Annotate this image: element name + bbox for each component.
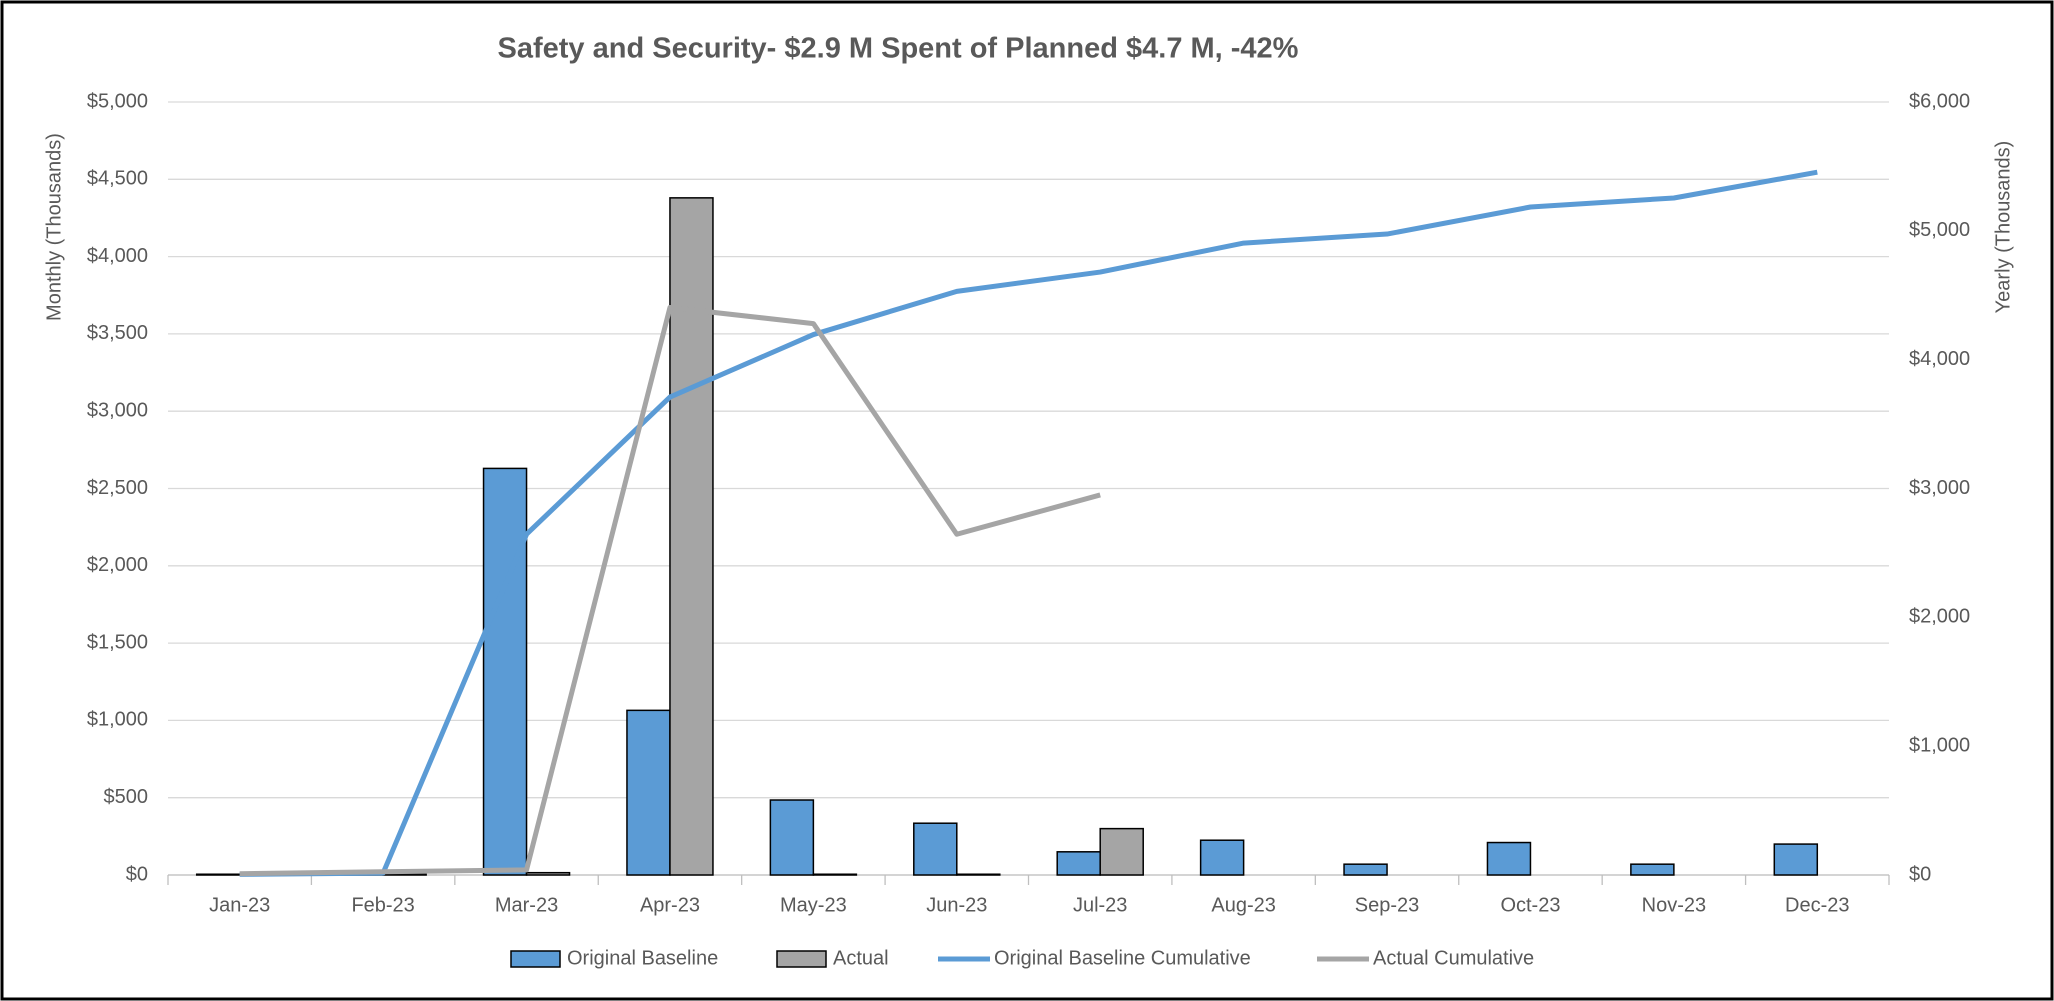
bar <box>956 873 1001 876</box>
x-tick-label: Feb-23 <box>351 894 414 916</box>
bar <box>525 871 571 876</box>
bar <box>812 873 858 876</box>
legend-label: Actual <box>833 947 889 969</box>
bar <box>1343 863 1388 876</box>
y-tick-label: $4,500 <box>87 168 148 190</box>
bar <box>1773 843 1819 876</box>
y-tick-label: $2,000 <box>87 554 148 576</box>
x-tick-label: Mar-23 <box>495 894 558 916</box>
legend-swatch <box>510 950 561 968</box>
legend-swatch <box>776 950 827 968</box>
y-axis-label: Monthly (Thousands) <box>43 133 65 321</box>
y-tick-label: $3,000 <box>87 399 148 421</box>
x-tick-label: Dec-23 <box>1785 894 1849 916</box>
y-tick-label: $3,500 <box>87 322 148 344</box>
y2-axis-label: Yearly (Thousands) <box>1992 141 2014 314</box>
line-series <box>239 304 1101 877</box>
y2-tick-label: $5,000 <box>1909 219 1970 241</box>
bar <box>913 822 958 876</box>
y-tick-label: $500 <box>104 786 149 808</box>
y-tick-label: $1,500 <box>87 631 148 653</box>
bar <box>482 467 528 876</box>
legend-label: Original Baseline <box>567 947 718 969</box>
bar <box>626 709 671 876</box>
y2-tick-label: $1,000 <box>1909 734 1970 756</box>
bar <box>195 873 241 876</box>
y-tick-label: $1,000 <box>87 709 148 731</box>
x-tick-label: Oct-23 <box>1500 894 1560 916</box>
bar <box>1199 839 1245 876</box>
x-tick-label: Sep-23 <box>1355 894 1420 916</box>
x-tick-label: Nov-23 <box>1642 894 1706 916</box>
line-series <box>239 169 1818 877</box>
x-tick-label: Jun-23 <box>926 894 987 916</box>
y2-tick-label: $4,000 <box>1909 348 1970 370</box>
x-tick-label: May-23 <box>780 894 847 916</box>
bar <box>1486 841 1532 876</box>
x-tick-label: Apr-23 <box>640 894 700 916</box>
bar <box>1056 851 1101 876</box>
y2-tick-label: $0 <box>1909 863 1931 885</box>
x-tick-label: Aug-23 <box>1211 894 1276 916</box>
bar <box>1099 827 1144 876</box>
legend-label: Actual Cumulative <box>1373 947 1534 969</box>
y-tick-label: $2,500 <box>87 477 148 499</box>
y2-tick-label: $6,000 <box>1909 90 1970 112</box>
y-tick-label: $4,000 <box>87 245 148 267</box>
bar <box>669 197 714 876</box>
y-tick-label: $0 <box>126 863 148 885</box>
legend-label: Original Baseline Cumulative <box>994 947 1251 969</box>
y-tick-label: $5,000 <box>87 90 148 112</box>
y2-tick-label: $2,000 <box>1909 606 1970 628</box>
bar <box>1630 863 1675 876</box>
x-tick-label: Jan-23 <box>209 894 270 916</box>
x-tick-label: Jul-23 <box>1073 894 1127 916</box>
bar <box>769 799 815 876</box>
y2-tick-label: $3,000 <box>1909 477 1970 499</box>
chart-title: Safety and Security- $2.9 M Spent of Pla… <box>498 33 1299 65</box>
